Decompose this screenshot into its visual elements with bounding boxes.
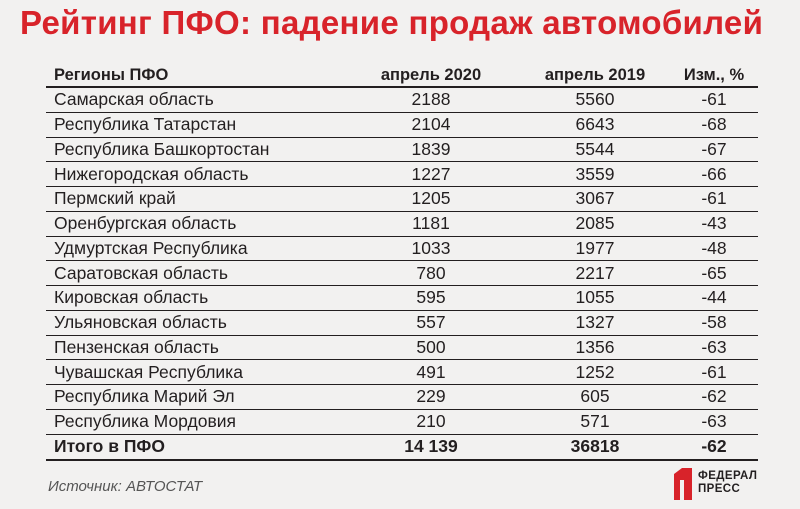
change-cell: -61: [701, 361, 727, 382]
change-cell: -61: [701, 89, 727, 110]
table-row: Саратовская область 780 2217 -65: [46, 261, 758, 286]
april-2020-cell: 210: [416, 411, 446, 432]
page-title: Рейтинг ПФО: падение продаж автомобилей: [20, 4, 764, 41]
april-2019-cell: 2217: [575, 262, 615, 283]
region-cell: Самарская область: [54, 89, 214, 110]
logo-line1: ФЕДЕРАЛ: [698, 470, 758, 482]
table-row: Пензенская область 500 1356 -63: [46, 336, 758, 361]
april-2019-cell: 1327: [575, 312, 615, 333]
table-row: Самарская область 2188 5560 -61: [46, 88, 758, 113]
change-cell: -63: [701, 336, 727, 357]
april-2019-cell: 1356: [575, 336, 615, 357]
federalpress-logo-icon: [674, 468, 692, 500]
region-cell: Ульяновская область: [54, 312, 227, 333]
table-row: Чувашская Республика 491 1252 -61: [46, 360, 758, 385]
april-2020-cell: 1181: [412, 213, 450, 234]
table-row: Удмуртская Республика 1033 1977 -48: [46, 237, 758, 262]
change-cell: -43: [701, 213, 727, 234]
change-cell: -66: [701, 163, 727, 184]
change-cell: -58: [701, 312, 727, 333]
total-april-2019: 36818: [570, 436, 620, 456]
header-change: Изм., %: [683, 65, 745, 84]
table-total-row: Итого в ПФО 14 139 36818 -62: [46, 435, 758, 461]
april-2019-cell: 5560: [575, 89, 615, 110]
april-2020-cell: 1205: [411, 188, 451, 209]
region-cell: Кировская область: [54, 287, 209, 308]
region-cell: Республика Мордовия: [54, 411, 236, 432]
table-header-row: Регионы ПФО апрель 2020 апрель 2019 Изм.…: [46, 64, 758, 88]
table-row: Кировская область 595 1055 -44: [46, 286, 758, 311]
table-row: Республика Башкортостан 1839 5544 -67: [46, 138, 758, 163]
table-body: Самарская область 2188 5560 -61 Республика Т…: [46, 88, 758, 435]
region-cell: Саратовская область: [54, 262, 228, 283]
april-2020-cell: 1839: [411, 138, 451, 159]
change-cell: -44: [701, 287, 727, 308]
change-cell: -62: [701, 386, 727, 407]
total-change: -62: [701, 436, 727, 456]
region-cell: Нижегородская область: [54, 163, 249, 184]
table-row: Республика Марий Эл 229 605 -62: [46, 385, 758, 410]
source-note: Источник: АВТОСТАТ: [48, 478, 203, 495]
change-cell: -61: [701, 188, 727, 209]
april-2020-cell: 229: [416, 386, 446, 407]
region-cell: Чувашская Республика: [54, 361, 243, 382]
change-cell: -48: [701, 237, 727, 258]
total-april-2020: 14 139: [404, 436, 458, 456]
region-cell: Оренбургская область: [54, 213, 237, 234]
region-cell: Пермский край: [54, 188, 176, 209]
publisher-logo: ФЕДЕРАЛ ПРЕСС: [672, 466, 757, 500]
header-april-2019: апрель 2019: [544, 65, 646, 84]
data-table: Регионы ПФО апрель 2020 апрель 2019 Изм.…: [46, 64, 758, 461]
change-cell: -67: [701, 138, 727, 159]
april-2019-cell: 3067: [575, 188, 615, 209]
april-2019-cell: 1055: [575, 287, 615, 308]
region-cell: Пензенская область: [54, 336, 219, 357]
logo-line2: ПРЕСС: [698, 483, 741, 495]
table-row: Республика Мордовия 210 571 -63: [46, 410, 758, 435]
april-2020-cell: 1033: [411, 237, 451, 258]
april-2020-cell: 780: [416, 262, 446, 283]
total-label: Итого в ПФО: [54, 436, 165, 456]
april-2020-cell: 2104: [411, 114, 451, 135]
april-2020-cell: 2188: [411, 89, 451, 110]
april-2020-cell: 491: [416, 361, 446, 382]
change-cell: -68: [701, 114, 727, 135]
april-2020-cell: 557: [416, 312, 446, 333]
table-row: Республика Татарстан 2104 6643 -68: [46, 113, 758, 138]
region-cell: Удмуртская Республика: [54, 237, 248, 258]
change-cell: -63: [701, 411, 727, 432]
change-cell: -65: [701, 262, 727, 283]
region-cell: Республика Башкортостан: [54, 138, 270, 159]
header-region: Регионы ПФО: [54, 65, 169, 84]
april-2019-cell: 605: [580, 386, 610, 407]
april-2019-cell: 6643: [575, 114, 615, 135]
table-row: Оренбургская область 1181 2085 -43: [46, 212, 758, 237]
april-2019-cell: 5544: [575, 138, 615, 159]
april-2019-cell: 571: [580, 411, 610, 432]
table-row: Ульяновская область 557 1327 -58: [46, 311, 758, 336]
april-2019-cell: 1252: [575, 361, 615, 382]
april-2020-cell: 595: [416, 287, 446, 308]
april-2019-cell: 1977: [575, 237, 615, 258]
header-april-2020: апрель 2020: [380, 65, 482, 84]
april-2020-cell: 1227: [411, 163, 451, 184]
region-cell: Республика Татарстан: [54, 114, 237, 135]
april-2019-cell: 3559: [575, 163, 615, 184]
table-row: Пермский край 1205 3067 -61: [46, 187, 758, 212]
april-2020-cell: 500: [416, 336, 446, 357]
region-cell: Республика Марий Эл: [54, 386, 235, 407]
april-2019-cell: 2085: [575, 213, 615, 234]
table-row: Нижегородская область 1227 3559 -66: [46, 162, 758, 187]
